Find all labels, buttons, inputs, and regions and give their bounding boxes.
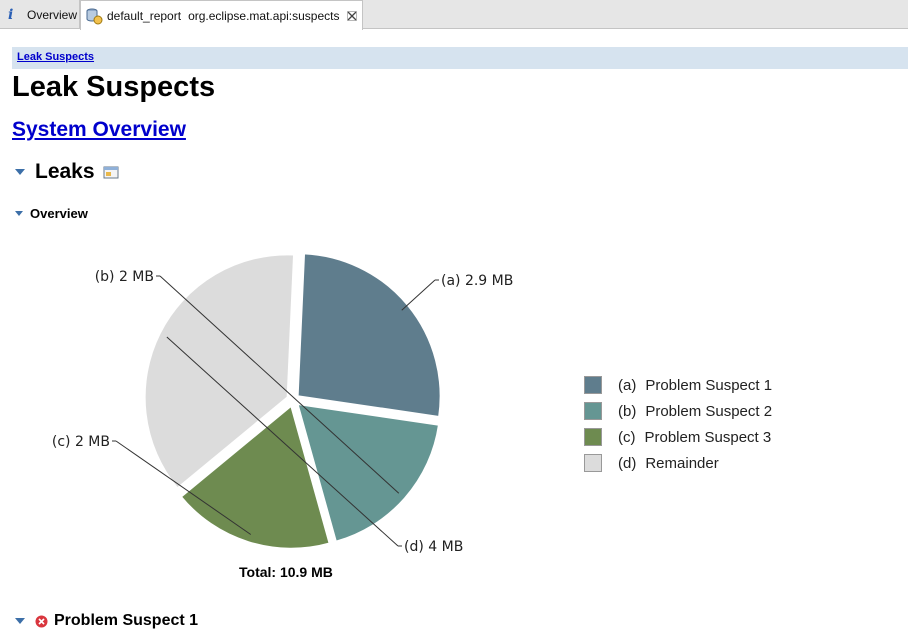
leader-line-c <box>115 440 252 535</box>
legend-key: (a) <box>618 376 637 394</box>
close-icon[interactable] <box>347 10 358 21</box>
system-overview-link[interactable]: System Overview <box>12 118 186 141</box>
tab-report-sublabel: org.eclipse.mat.api:suspects <box>188 8 340 23</box>
legend-swatch <box>584 428 602 446</box>
legend-item-b: (b) Problem Suspect 2 <box>584 398 772 424</box>
problem-suspect-1-header[interactable]: Problem Suspect 1 <box>15 612 198 630</box>
legend-item-c: (c) Problem Suspect 3 <box>584 424 772 450</box>
breadcrumb-leak-suspects-link[interactable]: Leak Suspects <box>17 51 95 63</box>
legend-label: Remainder <box>645 454 719 472</box>
legend-swatch <box>584 376 602 394</box>
pie-label-c: (c) 2 MB <box>52 434 110 450</box>
chart-legend: (a) Problem Suspect 1 (b) Problem Suspect 2… <box>584 372 772 476</box>
pie-labels: (a) 2.9 MB (b) 2 MB (c) 2 MB (d) 4 MB <box>52 269 513 555</box>
pie-label-d: (d) 4 MB <box>404 539 463 555</box>
leader-line-a <box>401 279 436 311</box>
info-icon: i <box>8 6 14 23</box>
legend-item-a: (a) Problem Suspect 1 <box>584 372 772 398</box>
legend-swatch <box>584 454 602 472</box>
heap-dump-icon <box>86 8 103 24</box>
legend-item-d: (d) Remainder <box>584 450 772 476</box>
collapse-triangle-icon[interactable] <box>15 618 25 624</box>
pie-label-b: (b) 2 MB <box>95 269 154 285</box>
collapse-triangle-icon[interactable] <box>15 169 25 175</box>
overview-heading: Overview <box>30 206 88 221</box>
leader-line-d <box>166 336 399 547</box>
pie-label-a: (a) 2.9 MB <box>441 273 513 289</box>
problem-suspect-1-heading: Problem Suspect 1 <box>54 612 199 629</box>
details-icon[interactable] <box>103 165 119 179</box>
leaks-heading: Leaks <box>35 160 95 183</box>
pie-slice-a <box>296 252 442 419</box>
chart-total: Total: 10.9 MB <box>239 564 333 580</box>
legend-label: Problem Suspect 2 <box>645 402 773 420</box>
editor-tab-bar: i Overview default_report org.eclipse.ma… <box>0 0 908 30</box>
tab-default-report[interactable]: default_report org.eclipse.mat.api:suspe… <box>80 0 363 30</box>
leaks-section-header[interactable]: Leaks <box>15 160 119 184</box>
breadcrumb: Leak Suspects <box>12 47 908 69</box>
legend-key: (b) <box>618 402 637 420</box>
legend-key: (c) <box>618 428 636 446</box>
page-title: Leak Suspects <box>12 71 216 103</box>
leader-line-b <box>159 275 400 494</box>
legend-label: Problem Suspect 1 <box>645 376 773 394</box>
legend-key: (d) <box>618 454 637 472</box>
pie-slice-c <box>179 403 331 550</box>
tab-overview[interactable]: i Overview <box>0 0 80 29</box>
pie-slice-d <box>143 253 296 490</box>
tab-overview-label: Overview <box>27 7 78 22</box>
overview-section-header[interactable]: Overview <box>15 206 88 221</box>
legend-label: Problem Suspect 3 <box>644 428 772 446</box>
legend-swatch <box>584 402 602 420</box>
tab-report-label: default_report <box>107 8 182 23</box>
collapse-triangle-icon[interactable] <box>15 211 23 216</box>
pie-slice-b <box>296 402 441 543</box>
error-icon <box>35 615 48 627</box>
pie-slices <box>143 252 442 550</box>
